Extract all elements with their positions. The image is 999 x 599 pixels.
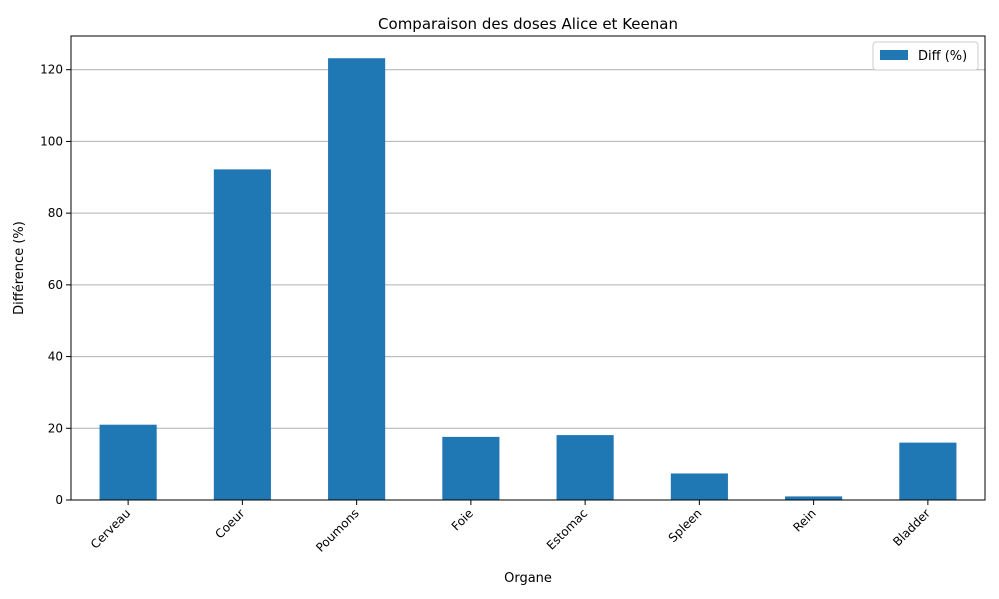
x-axis-label: Organe <box>504 571 552 586</box>
bar <box>785 496 843 500</box>
bar <box>328 58 386 500</box>
bars <box>99 58 957 500</box>
bar <box>670 473 728 500</box>
y-tick-label: 80 <box>48 206 63 220</box>
y-tick-label: 0 <box>55 493 63 507</box>
y-tick-label: 20 <box>48 421 63 435</box>
chart-title: Comparaison des doses Alice et Keenan <box>378 15 678 33</box>
legend-box <box>872 41 979 71</box>
bar <box>899 442 957 500</box>
bar <box>213 169 271 500</box>
y-tick-label: 40 <box>48 350 63 364</box>
bar <box>99 424 157 500</box>
legend-label: Diff (%) <box>918 49 967 64</box>
bar <box>556 435 614 500</box>
bar <box>442 436 500 500</box>
y-axis: 0 20 40 60 80 100 120 <box>40 63 71 507</box>
y-tick-label: 60 <box>48 278 63 292</box>
y-tick-label: 100 <box>40 134 63 148</box>
legend-swatch <box>880 50 908 60</box>
y-axis-label: Différence (%) <box>12 221 27 315</box>
plot-frame <box>70 35 986 501</box>
legend: Diff (%) <box>872 41 979 71</box>
y-tick-label: 120 <box>40 63 63 77</box>
